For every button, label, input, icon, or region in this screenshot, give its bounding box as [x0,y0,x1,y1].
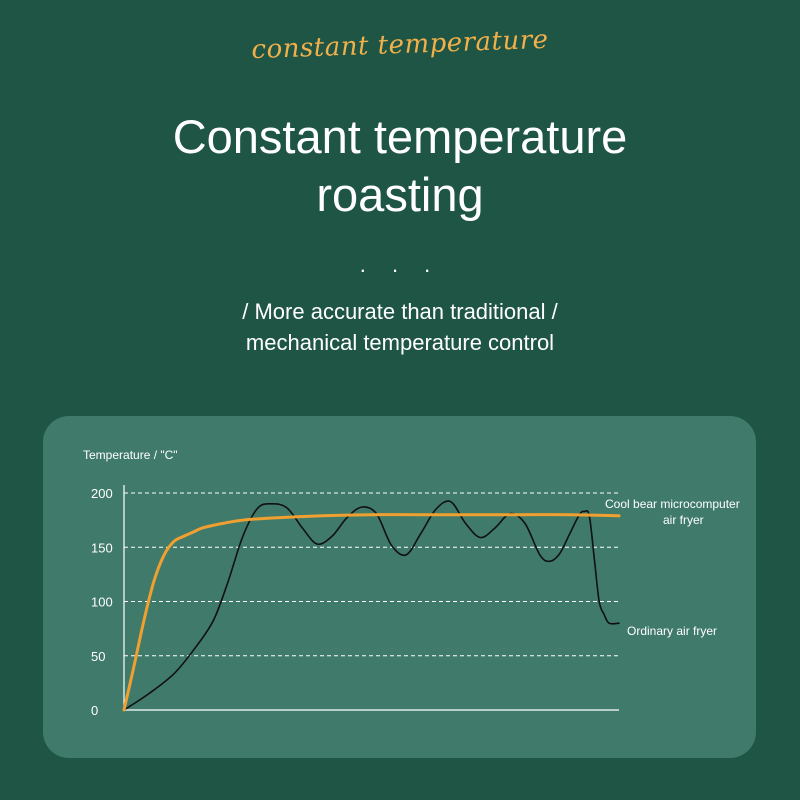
subtitle-line-2: mechanical temperature control [245,330,555,355]
series-label-microcomputer-line-1: Cool bear microcomputer [605,497,740,511]
y-tick-label: 0 [91,703,98,718]
separator-dots: . . . [359,252,441,277]
series-line-microcomputer [122,513,621,712]
y-tick-label: 100 [91,595,113,610]
subtitle: / More accurate than traditional / mecha… [0,296,800,358]
page-title-line-2: roasting [316,168,484,221]
temperature-chart: Temperature / "C" 0 50 100 150 200 Cool bear m… [83,448,740,718]
series-label-microcomputer-line-2: air fryer [663,513,704,527]
series-line-ordinary [123,500,620,711]
y-tick-label: 200 [91,486,113,501]
chart-panel: Temperature / "C" 0 50 100 150 200 Cool bear m… [43,416,756,758]
page-title-line-1: Constant temperature [172,110,628,163]
y-tick-label: 150 [91,540,113,555]
series-label-ordinary: Ordinary air fryer [627,624,717,638]
page-title: Constant temperature roasting [0,108,800,224]
y-axis-label: Temperature / "C" [83,448,178,462]
script-subtitle: constant temperature [250,24,550,66]
y-tick-label: 50 [91,649,105,664]
subtitle-line-1: / More accurate than traditional / [242,299,558,324]
